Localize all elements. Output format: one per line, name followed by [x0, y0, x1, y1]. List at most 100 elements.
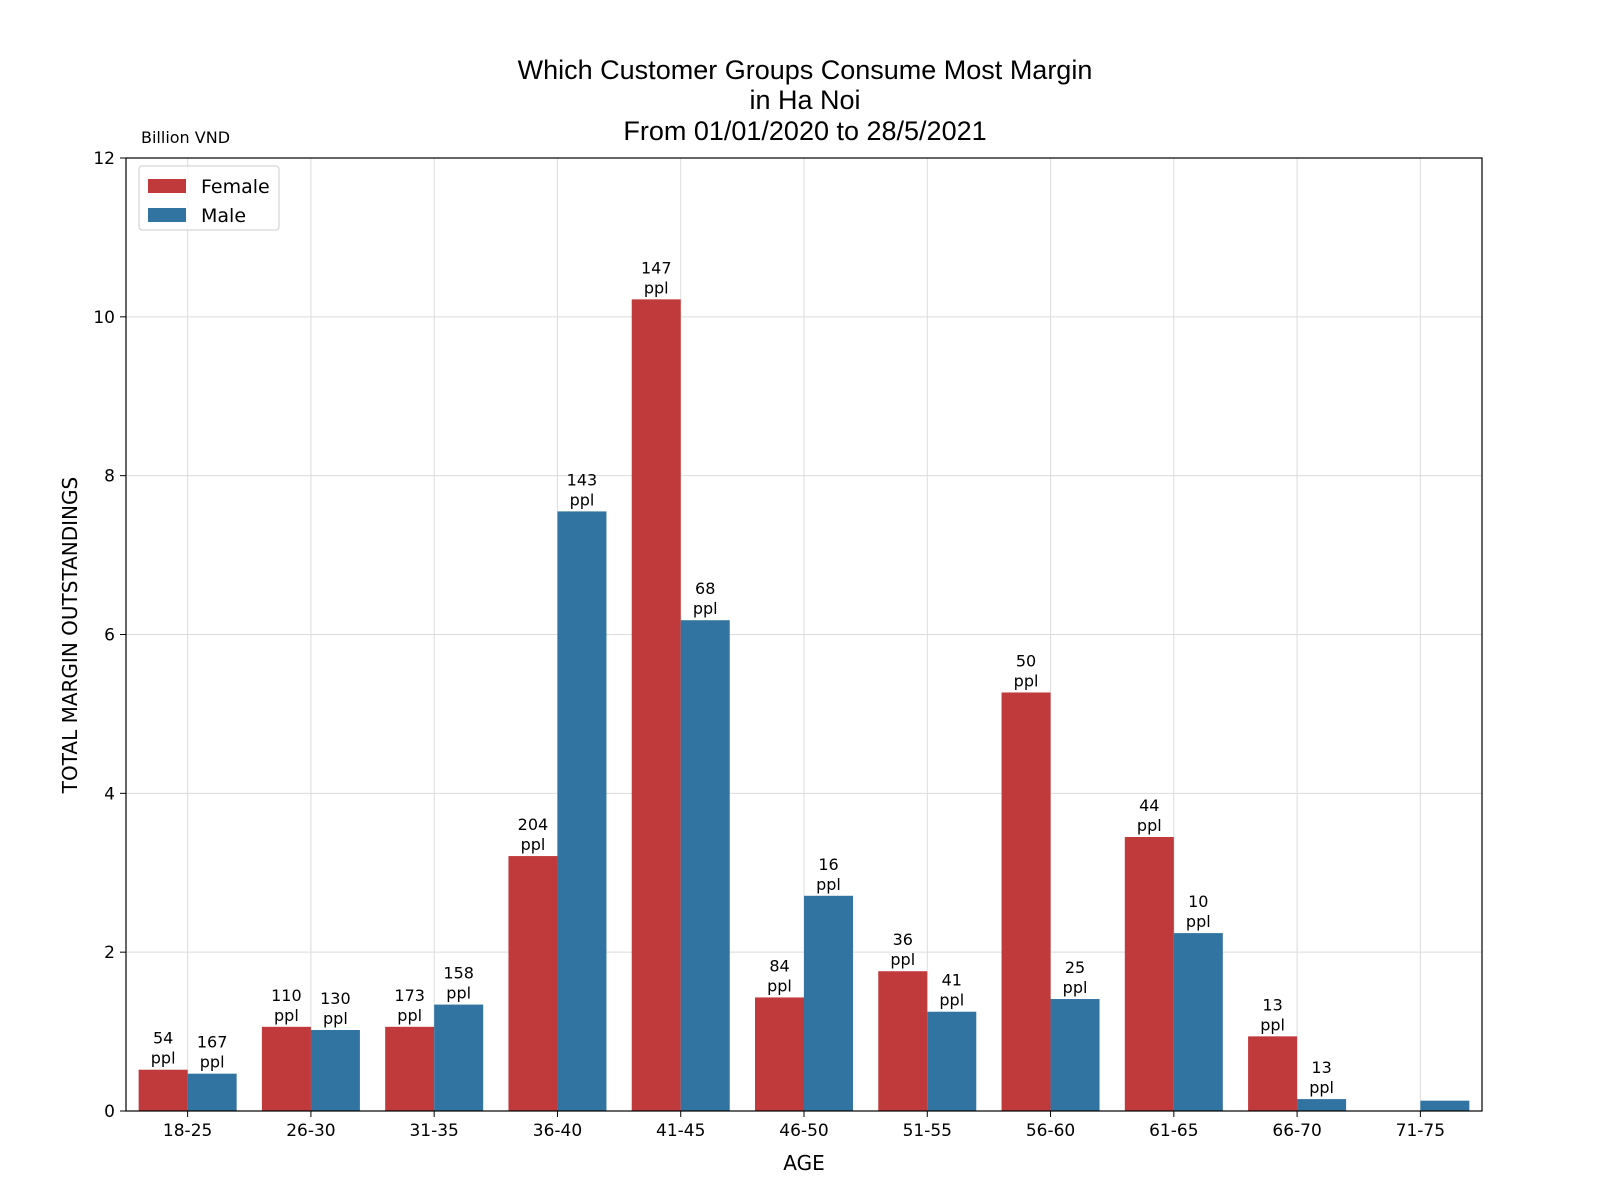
bars — [138, 299, 1470, 1111]
unit-label: Billion VND — [141, 128, 230, 147]
y-tick-label: 8 — [104, 467, 115, 487]
bar-male-56-60 — [1050, 999, 1100, 1111]
bar-female-41-45 — [631, 299, 681, 1111]
data-label-line: ppl — [200, 1053, 225, 1072]
data-label-male-18-25: 167 ppl — [197, 1033, 228, 1072]
x-tick-label: 71-75 — [1396, 1121, 1445, 1141]
data-label-line: ppl — [521, 835, 546, 854]
bar-female-56-60 — [1001, 692, 1051, 1111]
x-tick-label: 41-45 — [656, 1121, 705, 1141]
data-label-line: 41 — [942, 971, 962, 990]
y-tick-label: 6 — [104, 626, 115, 646]
data-label-line: ppl — [1186, 912, 1211, 931]
y-axis-label: TOTAL MARGIN OUTSTANDINGS — [58, 477, 82, 794]
x-tick-label: 61-65 — [1149, 1121, 1198, 1141]
data-label-line: ppl — [1309, 1078, 1334, 1097]
x-tick-label: 31-35 — [409, 1121, 458, 1141]
data-label-line: ppl — [1260, 1015, 1285, 1034]
data-label-line: 130 — [320, 989, 351, 1008]
chart-title-line-2: in Ha Noi — [749, 85, 860, 115]
bar-female-18-25 — [138, 1069, 188, 1111]
data-label-male-26-30: 130 ppl — [320, 989, 351, 1028]
data-label-line: 68 — [695, 579, 715, 598]
data-label-female-61-65: 44 ppl — [1137, 796, 1162, 835]
x-tick-label: 18-25 — [163, 1121, 212, 1141]
x-tick-label: 56-60 — [1026, 1121, 1075, 1141]
y-tick-label: 10 — [93, 308, 115, 328]
legend-label-female: Female — [201, 176, 270, 198]
y-axis-ticks: 0 2 4 6 8 10 12 — [93, 149, 126, 1122]
data-label-line: ppl — [693, 599, 718, 618]
data-label-male-36-40: 143 ppl — [567, 470, 598, 509]
bar-female-61-65 — [1124, 837, 1174, 1111]
data-label-female-51-55: 36 ppl — [890, 930, 915, 969]
data-label-male-56-60: 25 ppl — [1063, 958, 1088, 997]
data-label-line: ppl — [890, 950, 915, 969]
data-label-line: ppl — [1063, 978, 1088, 997]
legend-label-male: Male — [201, 205, 246, 227]
bar-female-26-30 — [261, 1026, 311, 1111]
data-label-line: ppl — [446, 984, 471, 1003]
data-label-female-66-70: 13 ppl — [1260, 995, 1285, 1034]
data-label-line: 44 — [1139, 796, 1159, 815]
y-tick-label: 4 — [104, 784, 115, 804]
data-label-line: 84 — [769, 956, 789, 975]
data-label-female-46-50: 84 ppl — [767, 956, 792, 995]
legend-swatch-female — [148, 179, 186, 193]
bar-female-36-40 — [508, 856, 558, 1111]
data-label-line: ppl — [570, 490, 595, 509]
data-label-line: ppl — [939, 991, 964, 1010]
x-tick-label: 26-30 — [286, 1121, 335, 1141]
x-tick-label: 36-40 — [533, 1121, 582, 1141]
data-label-line: 173 — [394, 986, 425, 1005]
data-label-line: 158 — [443, 964, 474, 983]
bar-male-61-65 — [1173, 933, 1223, 1111]
bar-male-71-75 — [1420, 1100, 1470, 1111]
data-label-line: 50 — [1016, 651, 1036, 670]
bar-female-66-70 — [1248, 1036, 1298, 1111]
data-label-line: 54 — [153, 1029, 173, 1048]
data-label-male-51-55: 41 ppl — [939, 971, 964, 1010]
data-label-line: ppl — [323, 1009, 348, 1028]
data-label-line: 13 — [1262, 995, 1282, 1014]
x-tick-label: 51-55 — [903, 1121, 952, 1141]
bar-female-51-55 — [878, 971, 928, 1111]
data-label-line: ppl — [644, 278, 669, 297]
data-label-line: 13 — [1311, 1058, 1331, 1077]
data-label-line: ppl — [1014, 671, 1039, 690]
bar-male-31-35 — [434, 1004, 484, 1111]
data-label-line: 147 — [641, 258, 672, 277]
x-axis-label: AGE — [783, 1151, 824, 1175]
x-tick-label: 66-70 — [1272, 1121, 1321, 1141]
legend-swatch-male — [148, 208, 186, 222]
legend: Female Male — [138, 165, 280, 231]
y-tick-label: 2 — [104, 943, 115, 963]
bar-male-66-70 — [1297, 1099, 1347, 1111]
bar-male-51-55 — [927, 1011, 977, 1111]
data-label-line: ppl — [397, 1006, 422, 1025]
data-label-line: ppl — [151, 1049, 176, 1068]
bar-female-46-50 — [755, 997, 804, 1111]
data-label-line: 16 — [818, 855, 838, 874]
data-label-line: 204 — [518, 815, 549, 834]
data-label-male-61-65: 10 ppl — [1186, 892, 1211, 931]
y-tick-label: 0 — [104, 1102, 115, 1122]
data-label-female-18-25: 54 ppl — [151, 1029, 176, 1068]
x-axis-ticks: 18-25 26-30 31-35 36-40 41-45 46-50 51-55 56-60… — [163, 1111, 1445, 1141]
data-label-female-26-30: 110 ppl — [271, 986, 302, 1025]
x-tick-label: 46-50 — [779, 1121, 828, 1141]
data-label-line: 10 — [1188, 892, 1208, 911]
data-label-line: ppl — [1137, 816, 1162, 835]
data-label-male-31-35: 158 ppl — [443, 964, 474, 1003]
bar-male-26-30 — [310, 1029, 360, 1111]
data-label-female-36-40: 204 ppl — [518, 815, 549, 854]
bar-male-41-45 — [680, 620, 730, 1111]
data-label-line: 25 — [1065, 958, 1085, 977]
data-label-line: ppl — [274, 1006, 299, 1025]
data-label-female-56-60: 50 ppl — [1014, 651, 1039, 690]
data-label-line: ppl — [767, 976, 792, 995]
bar-male-46-50 — [804, 895, 853, 1111]
data-label-male-66-70: 13 ppl — [1309, 1058, 1334, 1097]
